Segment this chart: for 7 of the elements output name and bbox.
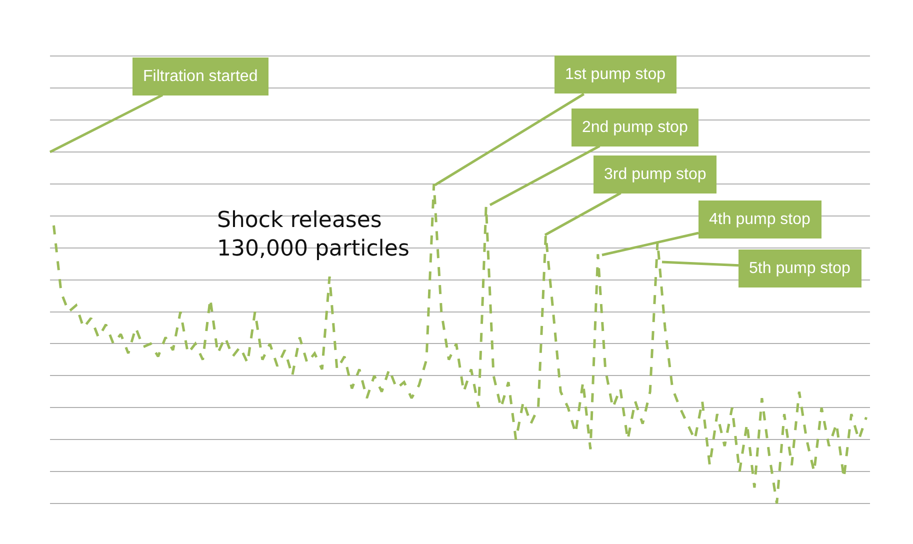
text: 1st pump stop — [565, 66, 666, 83]
text: Filtration started — [143, 68, 258, 85]
annotation: 5th pump stop — [749, 260, 850, 277]
annotation: 4th pump stop — [709, 211, 810, 228]
annotation: Shock releases 130,000 particles — [217, 208, 410, 262]
text: 3rd pump stop — [604, 166, 706, 183]
text: 2nd pump stop — [582, 119, 688, 136]
